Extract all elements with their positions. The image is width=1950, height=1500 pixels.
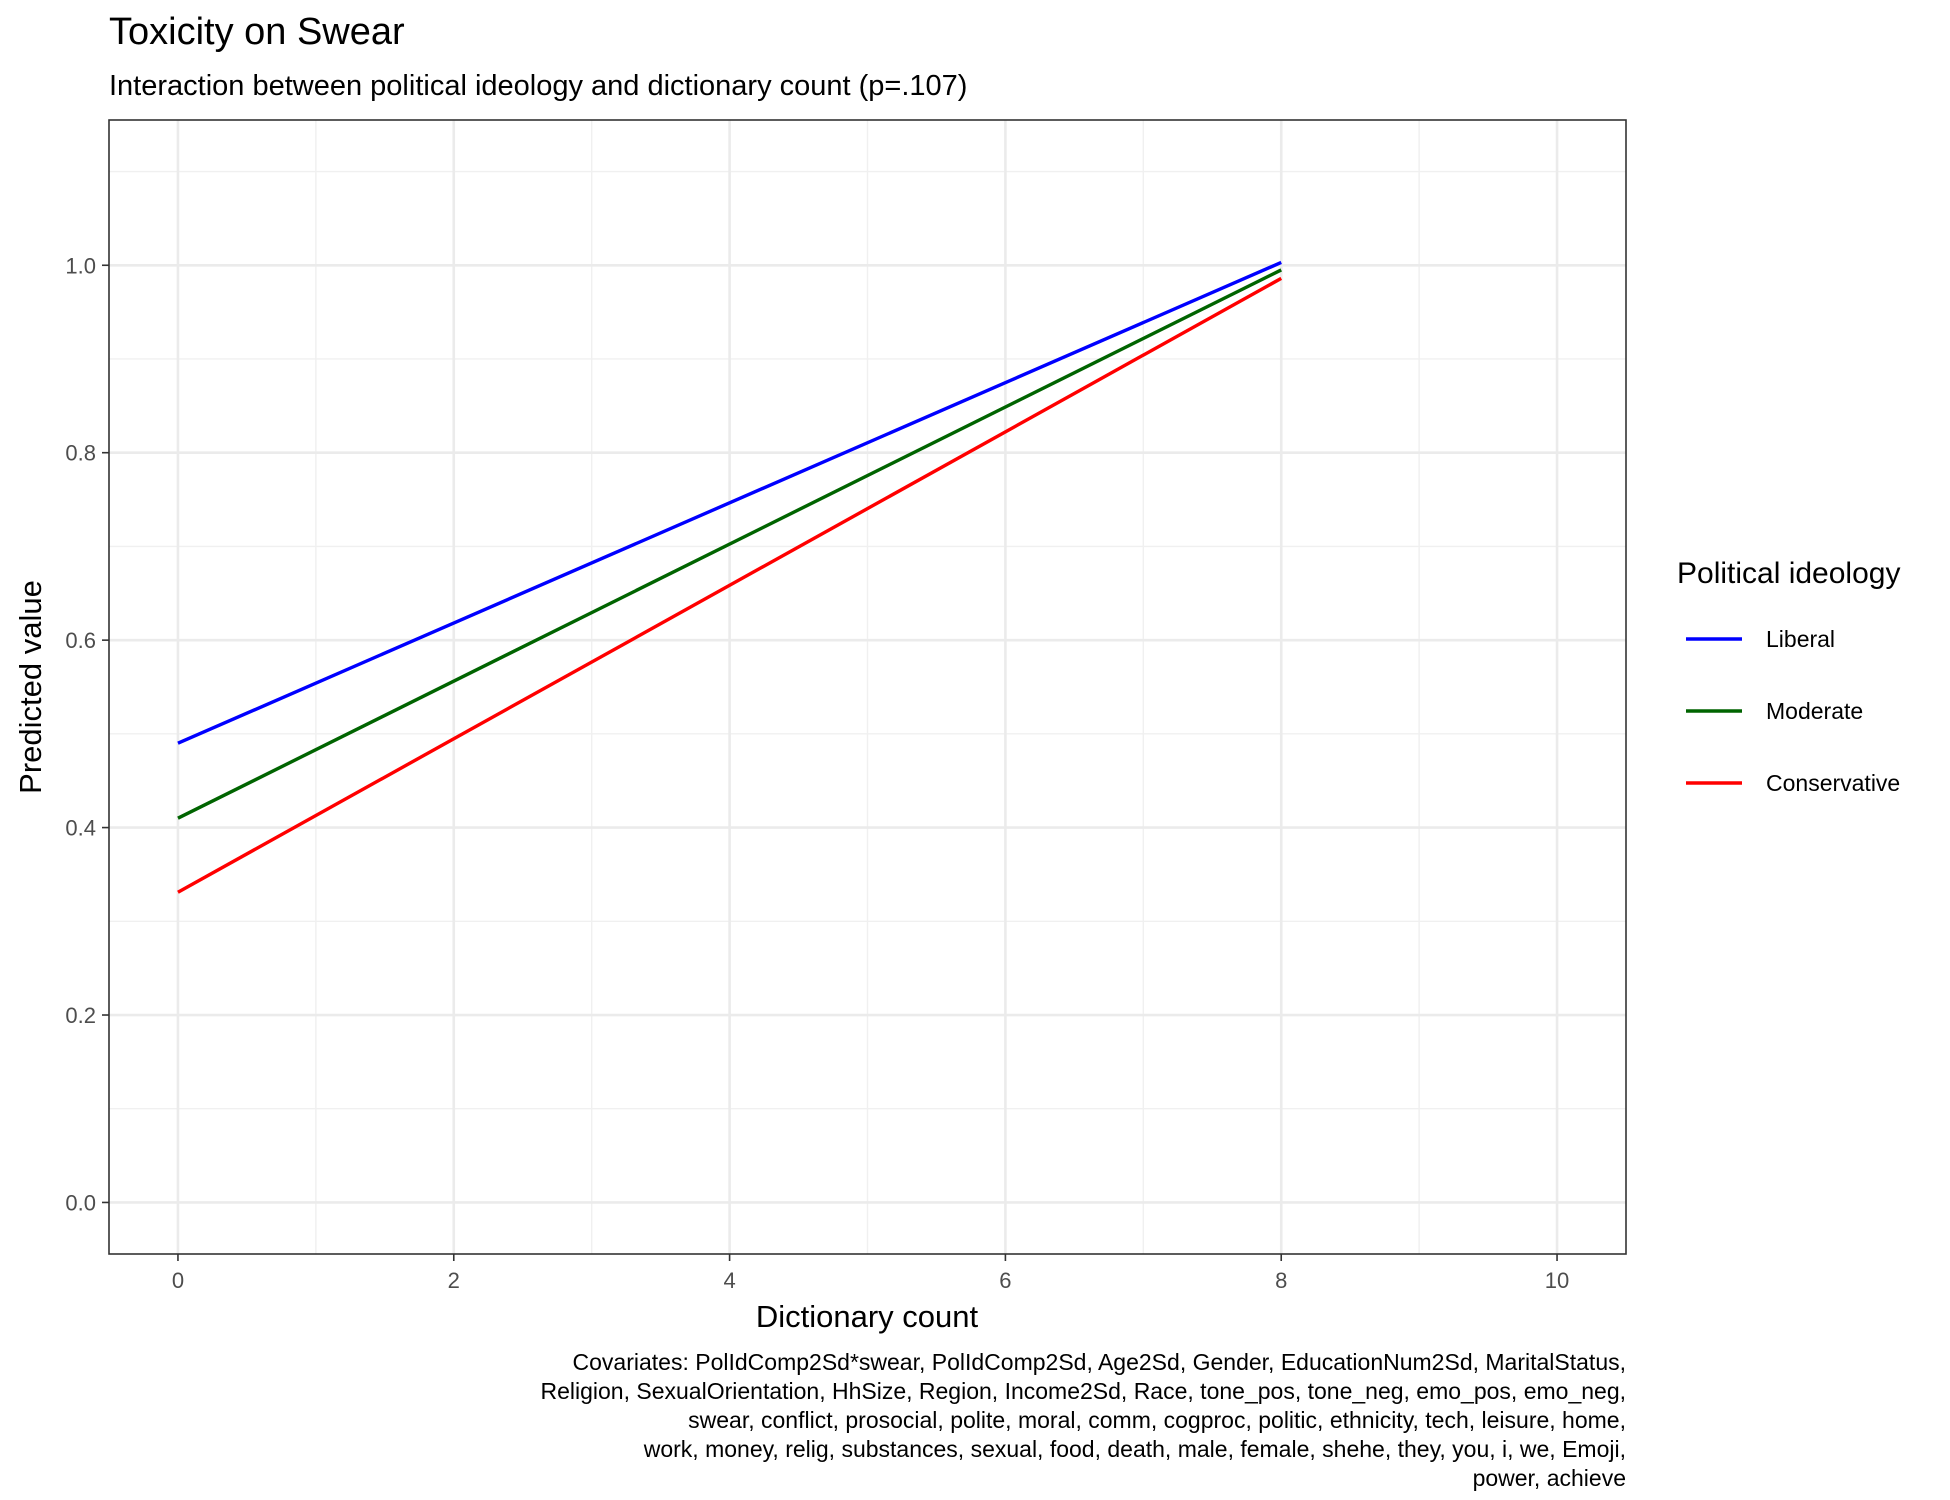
- y-tick-label: 1.0: [65, 253, 96, 278]
- plot-border: [108, 119, 1627, 1255]
- chart-title: Toxicity on Swear: [109, 11, 405, 53]
- y-axis-title: Predicted value: [13, 580, 48, 794]
- grid-major: [109, 120, 1626, 1254]
- x-tick-label: 4: [723, 1268, 735, 1293]
- y-tick-label: 0.6: [65, 628, 96, 653]
- series-line-conservative: [177, 276, 1283, 894]
- caption-line: power, achieve: [1473, 1465, 1626, 1491]
- grid-minor: [109, 120, 1626, 1254]
- caption-line: Religion, SexualOrientation, HhSize, Reg…: [540, 1378, 1626, 1404]
- x-axis-ticks: 0 2 4 6 8 10: [172, 1254, 1569, 1293]
- legend: Political ideology Liberal Moderate Conser…: [1677, 557, 1900, 796]
- caption-line: swear, conflict, prosocial, polite, mora…: [688, 1407, 1626, 1433]
- x-tick-label: 6: [999, 1268, 1011, 1293]
- legend-label-liberal: Liberal: [1766, 626, 1835, 652]
- caption-line: work, money, relig, substances, sexual, …: [643, 1436, 1626, 1462]
- legend-label-moderate: Moderate: [1766, 698, 1863, 724]
- legend-title: Political ideology: [1677, 557, 1900, 590]
- x-tick-label: 8: [1275, 1268, 1287, 1293]
- chart-subtitle: Interaction between political ideology a…: [109, 70, 967, 102]
- series-line-liberal: [177, 260, 1282, 745]
- caption: Covariates: PolIdComp2Sd*swear, PolIdCom…: [540, 1349, 1626, 1491]
- y-tick-label: 0.0: [65, 1190, 96, 1215]
- legend-label-conservative: Conservative: [1766, 770, 1900, 796]
- y-tick-label: 0.2: [65, 1003, 96, 1028]
- y-tick-label: 0.8: [65, 441, 96, 466]
- caption-line: Covariates: PolIdComp2Sd*swear, PolIdCom…: [573, 1349, 1626, 1375]
- x-tick-label: 0: [172, 1268, 184, 1293]
- y-tick-label: 0.4: [65, 816, 96, 841]
- x-tick-label: 10: [1545, 1268, 1569, 1293]
- x-tick-label: 2: [448, 1268, 460, 1293]
- series-lines: [177, 260, 1283, 894]
- legend-items: Liberal Moderate Conservative: [1686, 626, 1900, 796]
- y-axis-ticks: 0.0 0.2 0.4 0.6 0.8 1.0: [65, 253, 109, 1215]
- series-line-moderate: [177, 268, 1282, 820]
- x-axis-title: Dictionary count: [756, 1299, 979, 1334]
- plot-area: [108, 119, 1627, 1255]
